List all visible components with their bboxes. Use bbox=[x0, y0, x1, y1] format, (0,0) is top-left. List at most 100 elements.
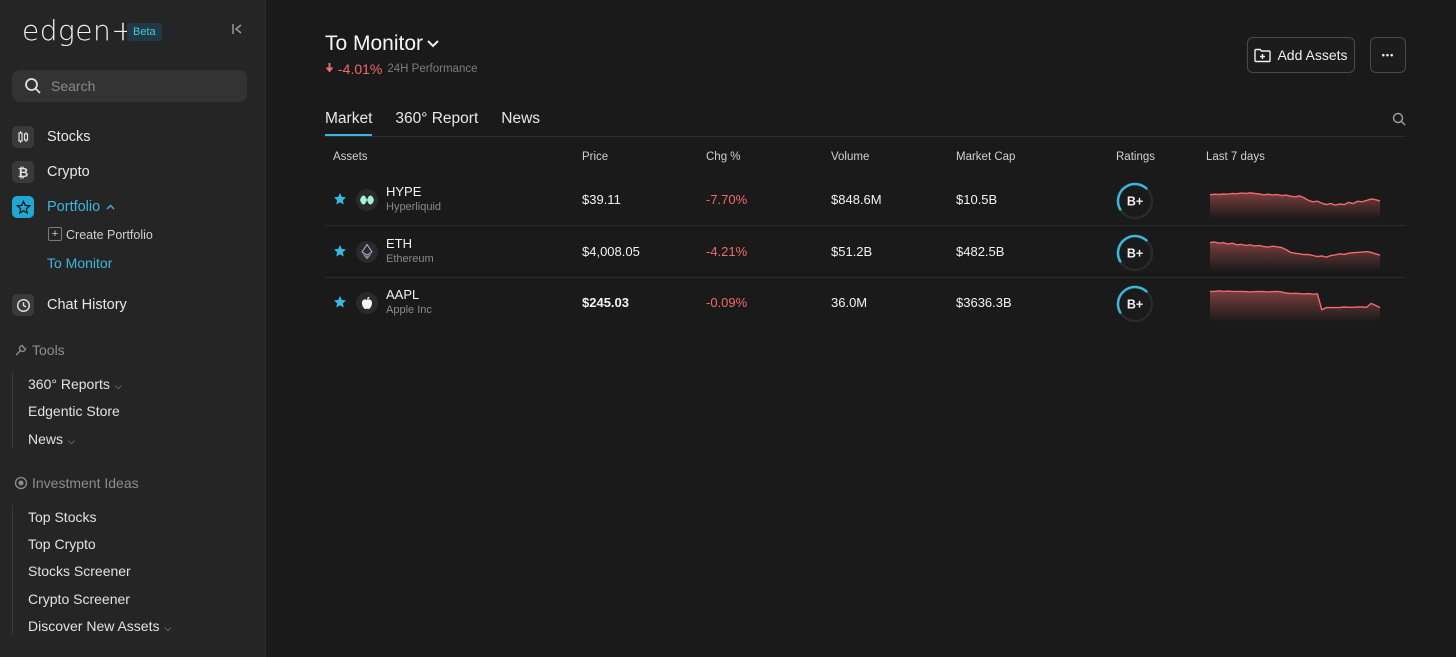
asset-symbol[interactable]: AAPL bbox=[386, 287, 420, 302]
sparkline-line bbox=[1210, 290, 1381, 311]
sparkline-7d bbox=[1209, 241, 1381, 271]
search-placeholder: Search bbox=[51, 78, 96, 94]
col-price[interactable]: Price bbox=[582, 151, 609, 163]
chevron-down-icon: ⌵ bbox=[164, 623, 172, 633]
asset-price: $245.03 bbox=[582, 295, 629, 310]
rating-gauge-fill bbox=[1116, 285, 1154, 323]
nav-stocks-label: Stocks bbox=[47, 129, 91, 145]
collapse-sidebar-icon[interactable] bbox=[228, 22, 246, 40]
asset-volume: $848.6M bbox=[831, 192, 882, 207]
asset-market-cap: $482.5B bbox=[956, 244, 1005, 259]
tool-news[interactable]: News ⌵ bbox=[28, 431, 75, 447]
table-row[interactable]: AAPL Apple Inc $245.03 -0.09% 36.0M $363… bbox=[325, 278, 1406, 329]
rating-gauge-fill bbox=[1116, 234, 1154, 272]
arrow-down-icon bbox=[325, 62, 334, 76]
ideas-divider bbox=[12, 505, 13, 635]
portfolio-to-monitor[interactable]: To Monitor bbox=[47, 255, 113, 271]
tab-bar: Market 360° Report News bbox=[325, 110, 563, 136]
table-row[interactable]: ETH Ethereum $4,008.05 -4.21% $51.2B $48… bbox=[325, 227, 1406, 278]
nav-stocks[interactable]: Stocks bbox=[12, 125, 91, 149]
asset-price: $39.11 bbox=[582, 192, 621, 207]
nav-crypto-label: Crypto bbox=[47, 164, 90, 180]
tool-news-label: News bbox=[28, 431, 64, 447]
sparkline-area bbox=[1210, 242, 1380, 271]
asset-name: Ethereum bbox=[386, 253, 434, 265]
star-filled-icon[interactable] bbox=[333, 244, 347, 258]
search-icon[interactable] bbox=[1392, 112, 1406, 126]
asset-symbol[interactable]: HYPE bbox=[386, 184, 422, 199]
create-portfolio-link[interactable]: Create Portfolio bbox=[66, 228, 153, 242]
performance-summary: -4.01% 24H Performance bbox=[325, 61, 477, 77]
idea-top-stocks[interactable]: Top Stocks bbox=[28, 509, 97, 525]
sparkline-area bbox=[1210, 290, 1380, 322]
asset-name: Hyperliquid bbox=[386, 201, 442, 213]
idea-discover-new-assets[interactable]: Discover New Assets ⌵ bbox=[28, 618, 171, 634]
plus-icon: + bbox=[48, 227, 62, 241]
idea-top-crypto[interactable]: Top Crypto bbox=[28, 536, 96, 552]
investment-ideas-header: Investment Ideas bbox=[14, 475, 139, 491]
asset-symbol[interactable]: ETH bbox=[386, 236, 412, 251]
rating-gauge[interactable]: B+ bbox=[1115, 233, 1155, 273]
asset-change: -7.70% bbox=[706, 192, 748, 207]
search-input[interactable]: Search bbox=[12, 70, 247, 102]
table-row[interactable]: HYPE Hyperliquid $39.11 -7.70% $848.6M $… bbox=[325, 175, 1406, 226]
col-volume[interactable]: Volume bbox=[831, 151, 870, 163]
main-panel: To Monitor -4.01% 24H Performance Add As… bbox=[266, 0, 1456, 657]
tool-360-reports[interactable]: 360° Reports ⌵ bbox=[28, 376, 122, 392]
star-filled-icon[interactable] bbox=[333, 295, 347, 309]
performance-label: 24H Performance bbox=[387, 63, 478, 75]
tool-360-reports-label: 360° Reports bbox=[28, 376, 110, 392]
idea-crypto-screener[interactable]: Crypto Screener bbox=[28, 591, 130, 607]
rating-grade: B+ bbox=[1127, 298, 1143, 312]
asset-change: -0.09% bbox=[706, 295, 748, 310]
col-ratings[interactable]: Ratings bbox=[1116, 151, 1155, 163]
rating-gauge[interactable]: B+ bbox=[1115, 284, 1155, 324]
clock-icon bbox=[12, 294, 34, 316]
idea-stocks-screener[interactable]: Stocks Screener bbox=[28, 563, 131, 579]
performance-value: -4.01% bbox=[338, 61, 383, 77]
nav-portfolio[interactable]: Portfolio bbox=[12, 195, 115, 219]
hyperliquid-icon bbox=[356, 189, 378, 211]
folder-plus-icon bbox=[1254, 48, 1272, 62]
investment-ideas-label: Investment Ideas bbox=[32, 475, 139, 491]
nav-crypto[interactable]: ₿ Crypto bbox=[12, 160, 90, 184]
nav-chat-history[interactable]: Chat History bbox=[12, 293, 127, 317]
asset-market-cap: $3636.3B bbox=[956, 295, 1012, 310]
asset-change: -4.21% bbox=[706, 244, 748, 259]
sparkline-7d bbox=[1209, 192, 1381, 219]
add-assets-button[interactable]: Add Assets bbox=[1247, 37, 1355, 73]
chevron-down-icon[interactable] bbox=[426, 38, 440, 50]
wrench-icon bbox=[15, 344, 27, 356]
rating-grade: B+ bbox=[1127, 195, 1143, 209]
col-market-cap[interactable]: Market Cap bbox=[956, 151, 1016, 163]
asset-price: $4,008.05 bbox=[582, 244, 640, 259]
sidebar: edgen+ Beta Search Stocks ₿ Crypto Portf… bbox=[0, 0, 266, 657]
tools-divider bbox=[12, 372, 13, 448]
star-icon bbox=[12, 196, 34, 218]
tool-edgentic-store[interactable]: Edgentic Store bbox=[28, 403, 120, 419]
add-assets-label: Add Assets bbox=[1277, 47, 1348, 63]
more-options-button[interactable]: ••• bbox=[1370, 37, 1406, 73]
bitcoin-icon: ₿ bbox=[12, 161, 34, 183]
sparkline-line bbox=[1209, 192, 1381, 206]
page-title[interactable]: To Monitor bbox=[325, 32, 424, 55]
candlestick-icon bbox=[12, 126, 34, 148]
chevron-down-icon: ⌵ bbox=[114, 381, 122, 391]
star-filled-icon[interactable] bbox=[333, 192, 347, 206]
ethereum-icon bbox=[356, 241, 378, 263]
edgen-logo[interactable]: edgen+ bbox=[22, 14, 136, 47]
tab-news[interactable]: News bbox=[501, 110, 541, 127]
col-last-7-days: Last 7 days bbox=[1206, 151, 1265, 163]
tab-360-report[interactable]: 360° Report bbox=[395, 110, 479, 127]
sparkline-line bbox=[1209, 241, 1381, 258]
col-change[interactable]: Chg % bbox=[706, 151, 741, 163]
beta-badge: Beta bbox=[127, 23, 162, 41]
tab-market[interactable]: Market bbox=[325, 110, 373, 136]
asset-volume: $51.2B bbox=[831, 244, 873, 259]
search-icon bbox=[25, 78, 41, 94]
col-assets[interactable]: Assets bbox=[333, 151, 368, 163]
asset-market-cap: $10.5B bbox=[956, 192, 998, 207]
rating-gauge[interactable]: B+ bbox=[1115, 181, 1155, 221]
tools-header: Tools bbox=[14, 342, 65, 358]
tabs-divider bbox=[325, 136, 1406, 137]
